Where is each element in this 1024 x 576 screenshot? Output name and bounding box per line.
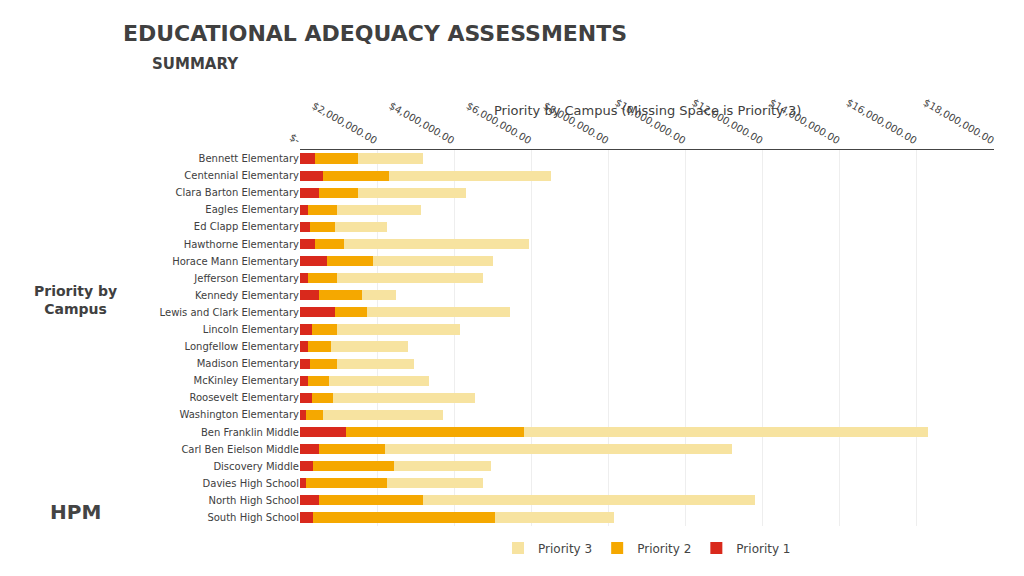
svg-text:Clara Barton Elementary: Clara Barton Elementary [175, 187, 299, 198]
svg-text:$12,000,000.00: $12,000,000.00 [690, 97, 764, 146]
svg-text:$6,000,000.00: $6,000,000.00 [464, 100, 533, 146]
svg-text:Discovery Middle: Discovery Middle [213, 461, 299, 472]
svg-text:$14,000,000.00: $14,000,000.00 [767, 97, 841, 146]
svg-text:North High School: North High School [208, 495, 299, 506]
svg-text:$-: $- [288, 132, 302, 147]
svg-text:Priority 3: Priority 3 [538, 542, 592, 556]
svg-text:$2,000,000.00: $2,000,000.00 [310, 100, 379, 146]
svg-text:$8,000,000.00: $8,000,000.00 [542, 100, 611, 146]
svg-text:Centennial Elementary: Centennial Elementary [184, 170, 299, 181]
svg-text:Lincoln Elementary: Lincoln Elementary [203, 324, 299, 335]
svg-text:Ed Clapp Elementary: Ed Clapp Elementary [194, 221, 299, 232]
svg-text:$18,000,000.00: $18,000,000.00 [922, 97, 996, 146]
svg-text:$16,000,000.00: $16,000,000.00 [845, 97, 919, 146]
svg-text:Roosevelt Elementary: Roosevelt Elementary [189, 392, 299, 403]
svg-text:Hawthorne Elementary: Hawthorne Elementary [184, 239, 299, 250]
svg-text:Priority byCampus: Priority byCampus [34, 283, 117, 317]
svg-text:$4,000,000.00: $4,000,000.00 [387, 100, 456, 146]
svg-text:$10,000,000.00: $10,000,000.00 [613, 97, 687, 146]
svg-text:HPM: HPM [50, 500, 101, 524]
svg-text:South High School: South High School [207, 512, 299, 523]
svg-text:Eagles Elementary: Eagles Elementary [205, 204, 299, 215]
svg-text:Lewis and Clark Elementary: Lewis and Clark Elementary [160, 307, 299, 318]
svg-text:McKinley Elementary: McKinley Elementary [194, 375, 299, 386]
svg-text:Kennedy Elementary: Kennedy Elementary [195, 290, 299, 301]
svg-text:Longfellow Elementary: Longfellow Elementary [185, 341, 300, 352]
svg-text:Priority 1: Priority 1 [736, 542, 790, 556]
svg-text:Madison Elementary: Madison Elementary [197, 358, 299, 369]
svg-text:Priority 2: Priority 2 [637, 542, 691, 556]
svg-text:Davies High School: Davies High School [203, 478, 299, 489]
svg-text:Horace Mann Elementary: Horace Mann Elementary [172, 256, 299, 267]
svg-text:EDUCATIONAL ADEQUACY ASSESSMEN: EDUCATIONAL ADEQUACY ASSESSMENTS [123, 21, 627, 46]
svg-text:Priority by Campus (Missing Sp: Priority by Campus (Missing Space is Pri… [494, 103, 801, 118]
svg-text:Carl Ben Eielson Middle: Carl Ben Eielson Middle [181, 444, 299, 455]
svg-text:Jefferson Elementary: Jefferson Elementary [193, 273, 299, 284]
svg-text:Bennett Elementary: Bennett Elementary [199, 153, 300, 164]
svg-text:Ben Franklin Middle: Ben Franklin Middle [201, 427, 299, 438]
svg-text:Washington Elementary: Washington Elementary [179, 409, 299, 420]
svg-text:SUMMARY: SUMMARY [152, 55, 239, 73]
